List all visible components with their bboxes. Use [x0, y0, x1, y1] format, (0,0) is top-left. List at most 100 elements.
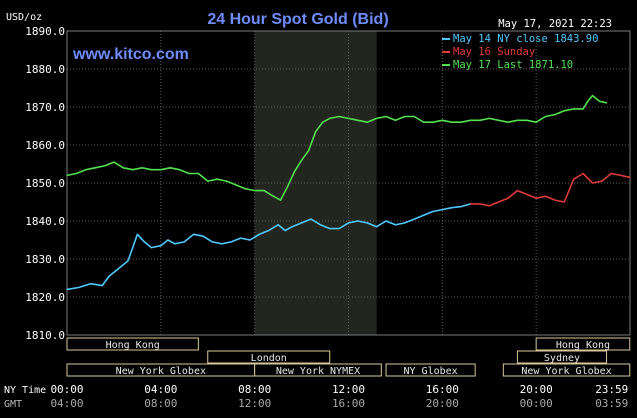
series-point-2 — [526, 119, 528, 121]
series-point-0 — [221, 243, 223, 245]
y-tick-label: 1850.0 — [25, 177, 65, 190]
series-point-2 — [366, 121, 368, 123]
x-tick-label-ny: 20:00 — [520, 383, 553, 396]
series-point-2 — [322, 121, 324, 123]
series-point-1 — [507, 197, 509, 199]
x-tick-label-ny: 00:00 — [50, 383, 83, 396]
series-point-2 — [179, 169, 181, 171]
series-point-1 — [610, 172, 612, 175]
series-point-2 — [254, 190, 256, 192]
series-point-0 — [78, 286, 80, 289]
series-point-2 — [338, 115, 340, 118]
session-label: London — [251, 353, 287, 364]
legend-label: May 17 Last 1871.10 — [453, 59, 573, 71]
series-point-2 — [66, 174, 68, 176]
series-point-2 — [469, 119, 472, 121]
series-point-2 — [141, 167, 143, 169]
x-tick-label-ny: 04:00 — [144, 383, 177, 396]
series-point-2 — [544, 115, 547, 118]
series-point-1 — [591, 182, 594, 184]
series-point-2 — [441, 119, 443, 121]
series-point-2 — [329, 117, 331, 119]
series-point-2 — [488, 117, 490, 119]
series-point-1 — [498, 201, 500, 203]
x-tick-label-ny: 12:00 — [332, 383, 365, 396]
series-point-0 — [329, 228, 331, 230]
series-point-2 — [535, 121, 537, 123]
session-bar — [502, 363, 631, 377]
y-tick-label: 1840.0 — [25, 215, 65, 228]
y-tick-label: 1870.0 — [25, 101, 65, 114]
session-label: New York Globex — [521, 366, 611, 377]
y-tick-label: 1880.0 — [25, 63, 65, 76]
x-tick-label-gmt: 03:59 — [595, 397, 628, 410]
session-bar — [254, 363, 382, 377]
series-point-0 — [451, 207, 453, 209]
series-point-2 — [308, 150, 310, 152]
series-point-2 — [357, 119, 359, 121]
series-point-2 — [132, 169, 134, 171]
x-tick-label-ny: 08:00 — [238, 383, 271, 396]
series-point-2 — [103, 165, 106, 167]
series-point-1 — [554, 199, 556, 201]
series-point-2 — [113, 161, 115, 163]
x-tick-label-ny: 23:59 — [595, 383, 628, 396]
series-point-2 — [479, 119, 481, 121]
series-point-0 — [422, 214, 425, 216]
session-bar — [66, 337, 199, 351]
series-point-0 — [101, 285, 103, 287]
x-tick-label-gmt: 04:00 — [50, 397, 83, 410]
series-point-1 — [544, 195, 547, 197]
gmt-label: GMT — [4, 399, 22, 410]
series-point-0 — [357, 220, 359, 222]
series-point-1 — [535, 197, 537, 199]
series-point-2 — [197, 172, 199, 175]
series-point-2 — [413, 115, 415, 118]
series-point-0 — [193, 233, 195, 235]
series-point-2 — [160, 169, 162, 171]
series-point-2 — [507, 121, 509, 123]
series-point-2 — [272, 195, 275, 197]
legend-label: May 14 NY close 1843.90 — [453, 33, 598, 45]
y-tick-label: 1890.0 — [25, 25, 65, 38]
series-point-2 — [188, 172, 190, 175]
series-point-2 — [300, 159, 303, 161]
series-point-2 — [150, 169, 153, 171]
series-point-0 — [150, 247, 153, 249]
session-bar — [516, 350, 608, 364]
series-point-2 — [451, 121, 453, 123]
series-point-2 — [286, 186, 289, 188]
ny-time-label: NY Time — [4, 385, 46, 396]
series-line-2 — [66, 94, 607, 201]
series-point-2 — [498, 119, 500, 121]
series-point-0 — [413, 218, 415, 220]
x-tick-label-ny: 16:00 — [426, 383, 459, 396]
series-point-2 — [598, 100, 601, 102]
series-point-0 — [291, 226, 293, 228]
series-point-0 — [347, 222, 350, 224]
series-point-0 — [284, 229, 286, 232]
series-point-1 — [526, 193, 528, 195]
x-tick-label-gmt: 16:00 — [332, 397, 365, 410]
series-point-2 — [225, 180, 228, 182]
series-point-0 — [108, 275, 110, 277]
series-point-0 — [167, 239, 169, 241]
series-point-2 — [563, 110, 565, 112]
series-point-2 — [75, 172, 77, 175]
series-point-2 — [263, 190, 265, 192]
series-point-2 — [516, 119, 519, 121]
series-point-0 — [249, 239, 251, 241]
legend-label: May 16 Sunday — [453, 46, 535, 58]
y-tick-label: 1810.0 — [25, 329, 65, 342]
series-point-1 — [601, 180, 603, 182]
series-point-0 — [441, 209, 443, 211]
series-point-1 — [573, 178, 575, 180]
series-point-2 — [169, 167, 171, 169]
series-point-2 — [404, 115, 406, 118]
series-point-2 — [279, 199, 282, 201]
series-point-2 — [591, 95, 594, 97]
session-label: Hong Kong — [106, 340, 160, 351]
series-point-0 — [136, 233, 138, 235]
series-point-2 — [235, 184, 237, 186]
chart-datetime: May 17, 2021 22:23 — [498, 18, 612, 30]
